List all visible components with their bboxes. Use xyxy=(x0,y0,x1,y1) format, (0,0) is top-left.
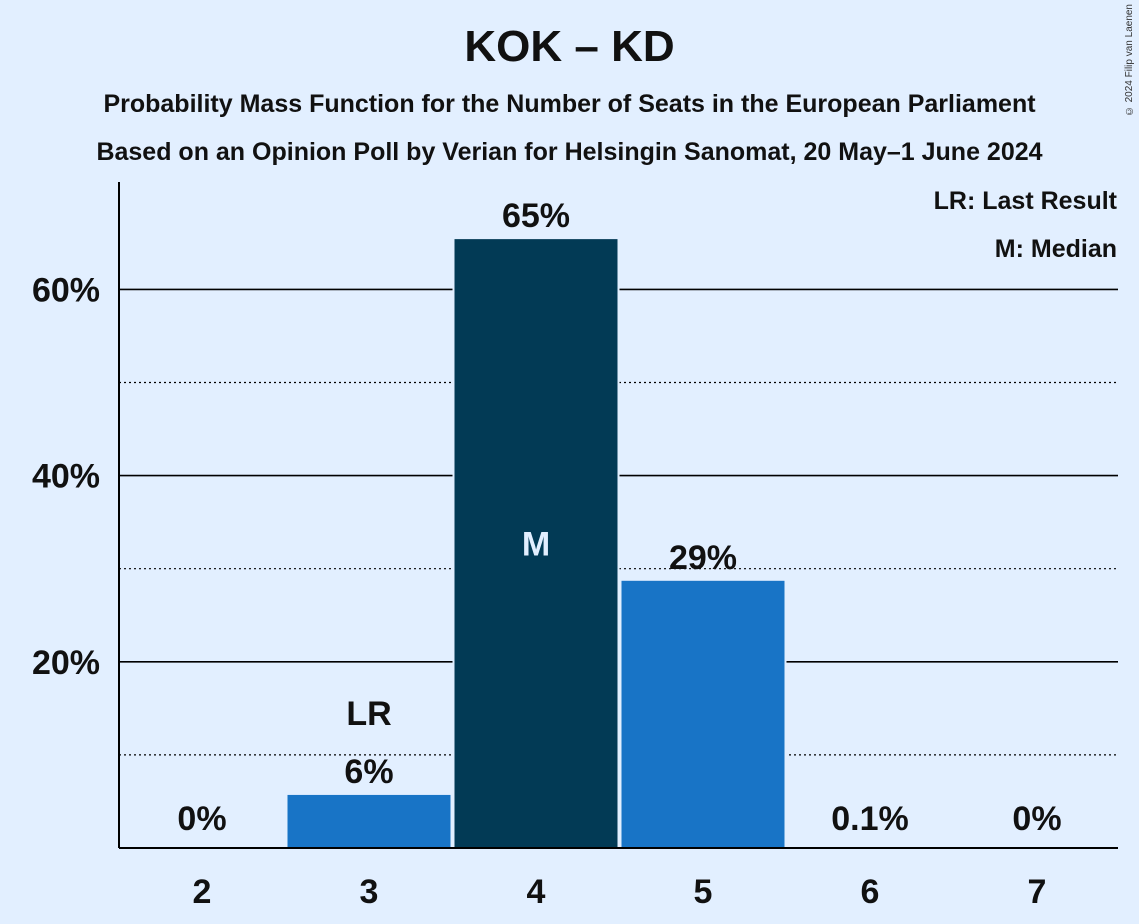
bar-value-label: 0.1% xyxy=(831,800,909,838)
bar xyxy=(621,580,785,848)
legend-entry: M: Median xyxy=(995,235,1117,263)
x-tick-label: 3 xyxy=(360,873,379,911)
y-tick-label: 20% xyxy=(32,644,100,682)
chart-subtitle-2: Based on an Opinion Poll by Verian for H… xyxy=(96,138,1043,166)
y-tick-label: 40% xyxy=(32,458,100,496)
bar xyxy=(287,794,451,848)
y-tick-label: 60% xyxy=(32,271,100,309)
x-tick-label: 4 xyxy=(527,873,546,911)
x-tick-label: 6 xyxy=(861,873,880,911)
x-tick-label: 7 xyxy=(1028,873,1047,911)
bar-value-label: 6% xyxy=(344,753,393,791)
bar-value-label: 65% xyxy=(502,197,570,235)
bar-value-label: 0% xyxy=(177,800,226,838)
x-tick-label: 5 xyxy=(694,873,713,911)
bar-value-label: 0% xyxy=(1012,800,1061,838)
last-result-marker: LR xyxy=(346,695,391,733)
chart-title: KOK – KD xyxy=(464,22,675,71)
x-tick-label: 2 xyxy=(193,873,212,911)
legend-entry: LR: Last Result xyxy=(934,187,1118,215)
chart-subtitle-1: Probability Mass Function for the Number… xyxy=(103,90,1036,118)
median-marker: M xyxy=(522,526,550,564)
bar-value-label: 29% xyxy=(669,539,737,577)
bar xyxy=(454,239,618,849)
